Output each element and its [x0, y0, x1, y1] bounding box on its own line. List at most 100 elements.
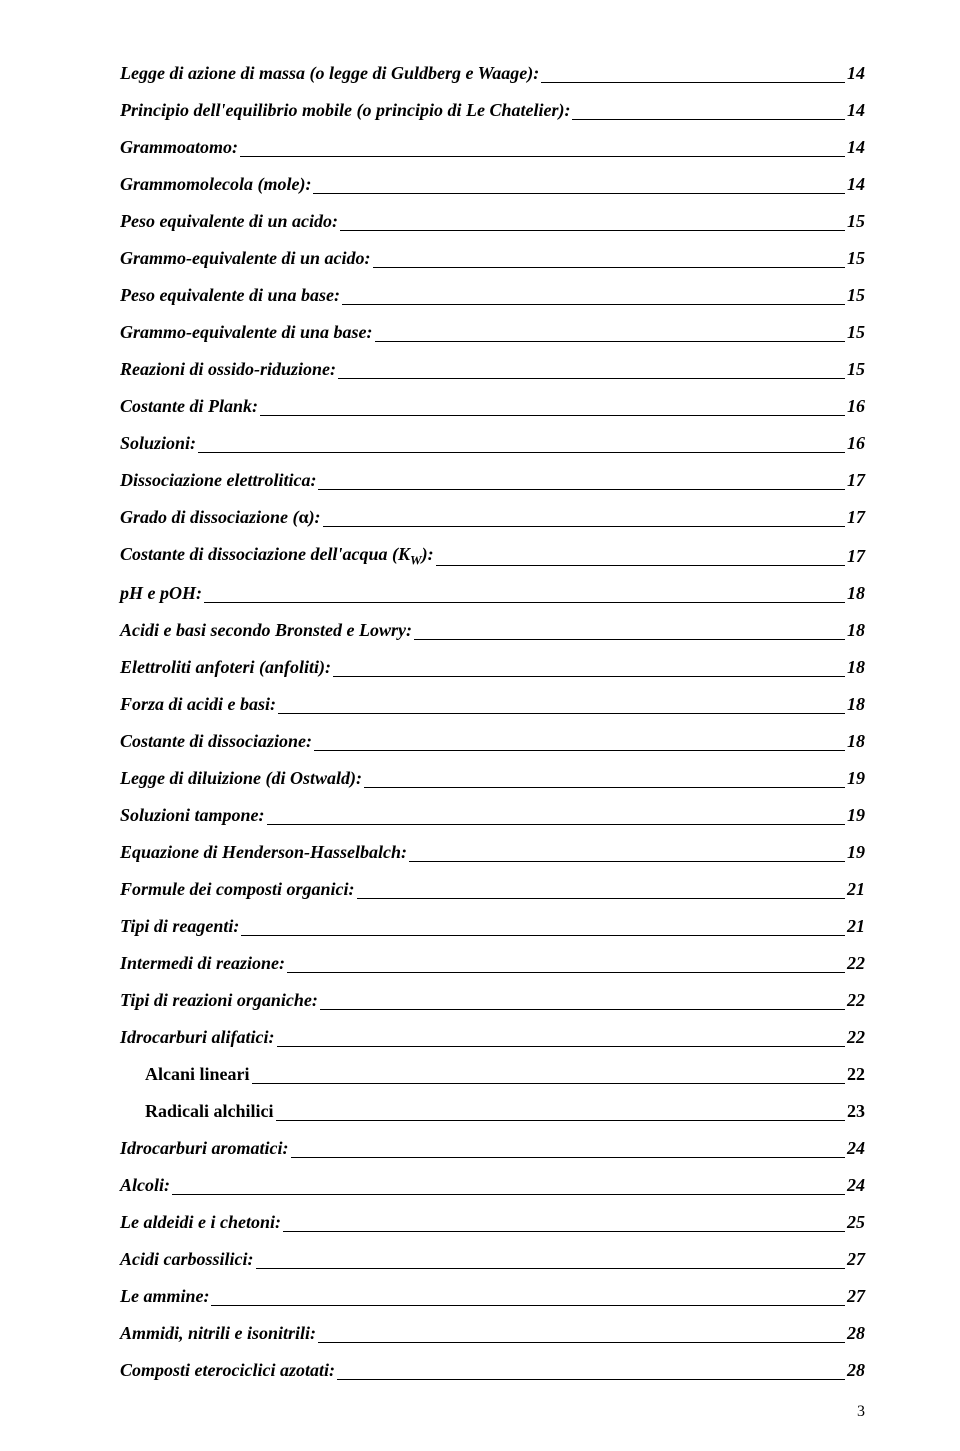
- toc-leader-line: [338, 378, 845, 379]
- toc-label: Composti eterociclici azotati:: [120, 1357, 335, 1384]
- toc-label: Costante di dissociazione:: [120, 728, 312, 755]
- toc-entry: Radicali alchilici23: [120, 1098, 865, 1125]
- toc-label: Tipi di reagenti:: [120, 913, 239, 940]
- page-number: 3: [857, 1403, 865, 1421]
- toc-page-number: 14: [847, 134, 865, 161]
- toc-leader-line: [318, 489, 845, 490]
- toc-label: Dissociazione elettrolitica:: [120, 467, 316, 494]
- toc-entry: Costante di Plank:16: [120, 393, 865, 420]
- toc-entry: Alcoli: 24: [120, 1172, 865, 1199]
- toc-page-number: 15: [847, 208, 865, 235]
- toc-leader-line: [436, 565, 845, 566]
- toc-page-number: 16: [847, 430, 865, 457]
- toc-page-number: 24: [847, 1172, 865, 1199]
- toc-entry: Idrocarburi alifatici:22: [120, 1024, 865, 1051]
- toc-entry: Grammo-equivalente di un acido:15: [120, 245, 865, 272]
- toc-leader-line: [314, 750, 845, 751]
- toc-page-number: 17: [847, 467, 865, 494]
- toc-entry: Le aldeidi e i chetoni:25: [120, 1209, 865, 1236]
- toc-page-number: 19: [847, 765, 865, 792]
- toc-page-number: 28: [847, 1357, 865, 1384]
- toc-leader-line: [340, 230, 845, 231]
- toc-entry: Dissociazione elettrolitica: 17: [120, 467, 865, 494]
- toc-label: Reazioni di ossido-riduzione:: [120, 356, 336, 383]
- toc-page-number: 18: [847, 580, 865, 607]
- toc-page-number: 14: [847, 97, 865, 124]
- toc-label: Peso equivalente di un acido:: [120, 208, 338, 235]
- toc-label: Forza di acidi e basi:: [120, 691, 276, 718]
- toc-entry: Equazione di Henderson-Hasselbalch:19: [120, 839, 865, 866]
- toc-entry: Legge di diluizione (di Ostwald): 19: [120, 765, 865, 792]
- toc-leader-line: [320, 1009, 845, 1010]
- toc-entry: Grammoatomo: 14: [120, 134, 865, 161]
- toc-entry: Grado di dissociazione (α):17: [120, 504, 865, 531]
- toc-page-number: 14: [847, 171, 865, 198]
- toc-leader-line: [323, 526, 845, 527]
- toc-entry: Grammomolecola (mole):14: [120, 171, 865, 198]
- toc-entry: Tipi di reazioni organiche:22: [120, 987, 865, 1014]
- toc-leader-line: [204, 602, 845, 603]
- toc-page-number: 16: [847, 393, 865, 420]
- toc-page-number: 18: [847, 654, 865, 681]
- toc-label: Equazione di Henderson-Hasselbalch:: [120, 839, 407, 866]
- toc-leader-line: [414, 639, 845, 640]
- toc-label: Elettroliti anfoteri (anfoliti):: [120, 654, 331, 681]
- toc-page-number: 21: [847, 913, 865, 940]
- toc-label: Grammo-equivalente di una base:: [120, 319, 373, 346]
- toc-label: Ammidi, nitrili e isonitrili:: [120, 1320, 316, 1347]
- toc-label: Alcoli:: [120, 1172, 170, 1199]
- toc-entry: Peso equivalente di un acido: 15: [120, 208, 865, 235]
- toc-entry: pH e pOH: 18: [120, 580, 865, 607]
- toc-leader-line: [276, 1120, 846, 1121]
- toc-page-number: 22: [847, 1024, 865, 1051]
- toc-label: pH e pOH:: [120, 580, 202, 607]
- toc-page-number: 27: [847, 1246, 865, 1273]
- toc-leader-line: [172, 1194, 845, 1195]
- toc-label: Le ammine:: [120, 1283, 209, 1310]
- toc-entry: Acidi carbossilici:27: [120, 1246, 865, 1273]
- toc-entry: Peso equivalente di una base:15: [120, 282, 865, 309]
- toc-entry: Grammo-equivalente di una base:15: [120, 319, 865, 346]
- toc-entry: Forza di acidi e basi: 18: [120, 691, 865, 718]
- toc-label: Soluzioni tampone:: [120, 802, 265, 829]
- toc-leader-line: [241, 935, 845, 936]
- toc-label: Legge di diluizione (di Ostwald):: [120, 765, 362, 792]
- toc-leader-line: [318, 1342, 845, 1343]
- toc-label: Alcani lineari: [145, 1061, 250, 1088]
- toc-entry: Tipi di reagenti: 21: [120, 913, 865, 940]
- toc-label: Principio dell'equilibrio mobile (o prin…: [120, 97, 570, 124]
- toc-label: Idrocarburi aromatici:: [120, 1135, 289, 1162]
- toc-leader-line: [337, 1379, 845, 1380]
- toc-page-number: 22: [847, 1061, 865, 1088]
- toc-leader-line: [267, 824, 845, 825]
- toc-leader-line: [277, 1046, 845, 1047]
- toc-leader-line: [364, 787, 845, 788]
- toc-page-number: 18: [847, 691, 865, 718]
- toc-entry: Elettroliti anfoteri (anfoliti): 18: [120, 654, 865, 681]
- toc-leader-line: [252, 1083, 846, 1084]
- toc-entry: Idrocarburi aromatici: 24: [120, 1135, 865, 1162]
- toc-leader-line: [375, 341, 846, 342]
- toc-entry: Costante di dissociazione:18: [120, 728, 865, 755]
- toc-entry: Alcani lineari 22: [120, 1061, 865, 1088]
- toc-label: Formule dei composti organici:: [120, 876, 355, 903]
- toc-page-number: 21: [847, 876, 865, 903]
- toc-leader-line: [278, 713, 845, 714]
- toc-label: Grammoatomo:: [120, 134, 238, 161]
- toc-label: Le aldeidi e i chetoni:: [120, 1209, 281, 1236]
- toc-page-number: 15: [847, 245, 865, 272]
- toc-page-number: 17: [847, 543, 865, 570]
- toc-label: Radicali alchilici: [145, 1098, 274, 1125]
- toc-leader-line: [211, 1305, 845, 1306]
- toc-page-number: 19: [847, 802, 865, 829]
- toc-entry: Costante di dissociazione dell'acqua (KW…: [120, 541, 865, 570]
- toc-leader-line: [291, 1157, 845, 1158]
- toc-page-number: 28: [847, 1320, 865, 1347]
- toc-label: Peso equivalente di una base:: [120, 282, 340, 309]
- toc-page-number: 15: [847, 356, 865, 383]
- toc-entry: Soluzioni tampone: 19: [120, 802, 865, 829]
- toc-entry: Reazioni di ossido-riduzione: 15: [120, 356, 865, 383]
- toc-entry: Soluzioni:16: [120, 430, 865, 457]
- toc-label: Intermedi di reazione:: [120, 950, 285, 977]
- toc-page-number: 24: [847, 1135, 865, 1162]
